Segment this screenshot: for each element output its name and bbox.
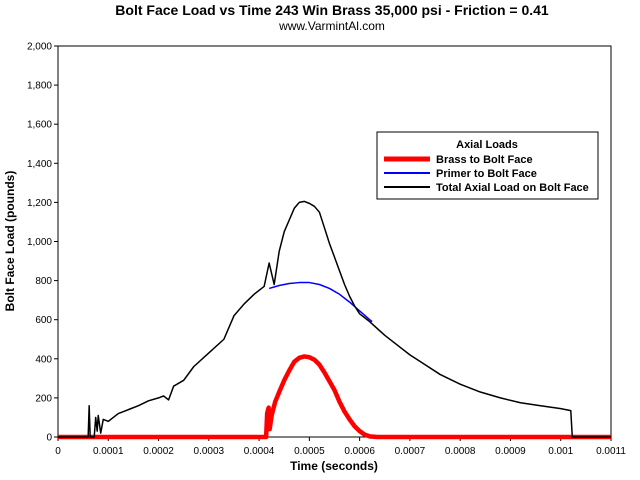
series-line-primer xyxy=(268,281,373,323)
x-tick-label: 0.0008 xyxy=(445,446,476,457)
x-tick-label: 0.0005 xyxy=(294,446,325,457)
legend-label-primer: Primer to Bolt Face xyxy=(436,168,537,180)
legend-label-brass: Brass to Bolt Face xyxy=(436,154,533,166)
x-tick-label: 0.0006 xyxy=(344,446,375,457)
y-tick-label: 1,600 xyxy=(27,120,52,131)
x-axis: 0 0.0001 0.0002 0.0003 0.0004 0.0005 0.0006 0.0… xyxy=(55,437,626,457)
series-layer xyxy=(58,200,611,440)
y-axis: 0 200 400 600 800 1,000 1,200 1,400 1,600 1,800 2,… xyxy=(27,42,58,444)
x-tick-label: 0.0001 xyxy=(93,446,124,457)
y-tick-label: 1,800 xyxy=(27,81,52,92)
x-tick-label: 0.0009 xyxy=(495,446,526,457)
legend-label-total: Total Axial Load on Bolt Face xyxy=(436,182,589,194)
chart-subtitle: www.VarmintAl.com xyxy=(279,19,385,33)
y-tick-label: 0 xyxy=(46,433,52,444)
series-line-total xyxy=(58,200,611,438)
y-tick-label: 1,000 xyxy=(27,237,52,248)
y-tick-label: 800 xyxy=(35,276,52,287)
x-tick-label: 0.0003 xyxy=(194,446,225,457)
y-tick-label: 200 xyxy=(35,393,52,404)
x-tick-label: 0 xyxy=(55,446,61,457)
y-tick-label: 400 xyxy=(35,354,52,365)
y-tick-label: 1,400 xyxy=(27,159,52,170)
legend: Axial Loads Brass to Bolt Face Primer to… xyxy=(376,131,599,200)
legend-title: Axial Loads xyxy=(456,139,518,151)
x-tick-label: 0.0004 xyxy=(244,446,275,457)
x-tick-label: 0.0011 xyxy=(596,446,626,457)
y-tick-label: 600 xyxy=(35,315,52,326)
chart-title: Bolt Face Load vs Time 243 Win Brass 35,… xyxy=(115,2,549,18)
y-tick-label: 1,200 xyxy=(27,198,52,209)
y-axis-label: Bolt Face Load (pounds) xyxy=(3,171,17,312)
plot-area xyxy=(57,45,612,438)
x-tick-label: 0.001 xyxy=(548,446,573,457)
series-line-brass xyxy=(58,354,611,440)
y-tick-label: 2,000 xyxy=(27,42,52,53)
x-axis-label: Time (seconds) xyxy=(290,459,378,473)
x-tick-label: 0.0007 xyxy=(395,446,426,457)
x-tick-label: 0.0002 xyxy=(143,446,174,457)
